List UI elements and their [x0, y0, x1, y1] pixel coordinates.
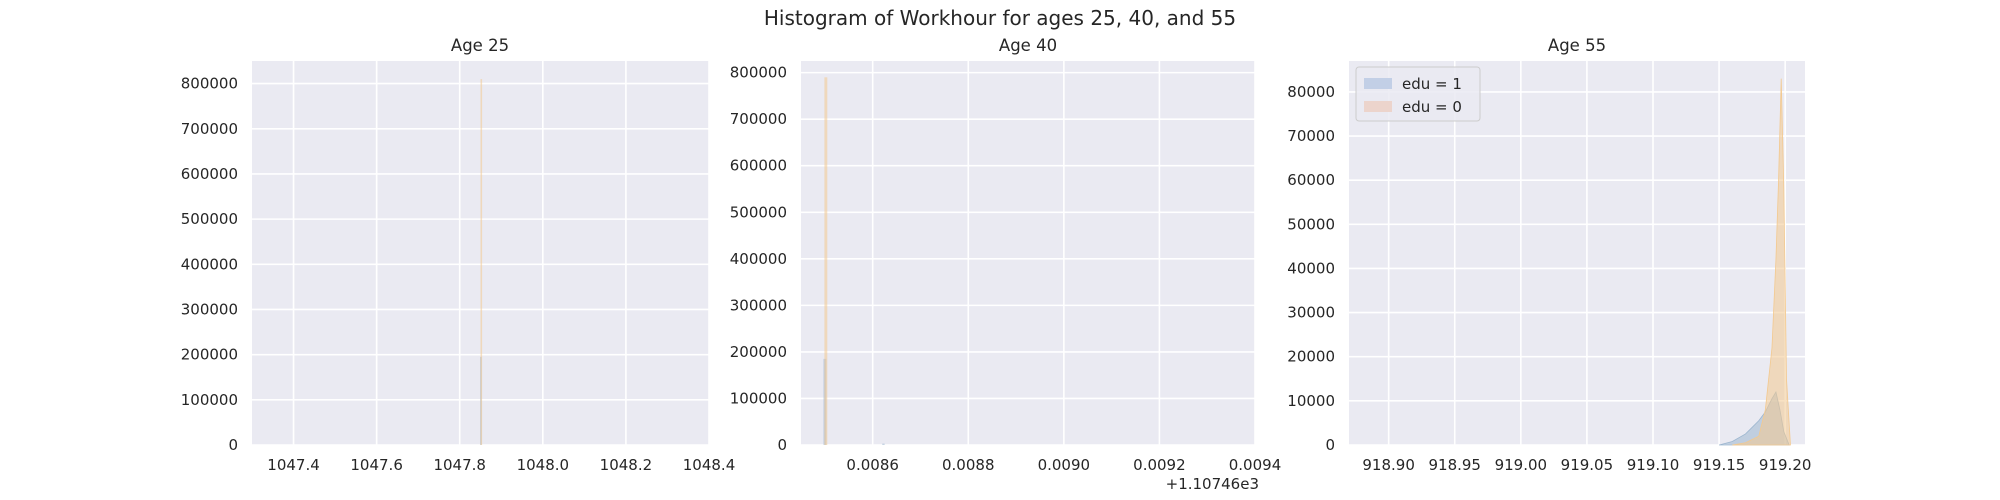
panel-title-age-25: Age 25	[451, 36, 509, 55]
histogram-bars-edu-0	[1732, 78, 1791, 446]
x-tick-label: 1048.2	[600, 456, 653, 474]
legend-swatch-edu-1	[1364, 78, 1392, 89]
y-tick-label: 0	[228, 436, 238, 454]
x-tick-label: 919.15	[1693, 456, 1746, 474]
x-axis: 1047.4 1047.6 1047.8 1048.0 1048.2 1048.4	[267, 456, 735, 474]
y-tick-label: 30000	[1287, 304, 1335, 322]
y-tick-label: 600000	[730, 157, 787, 175]
y-tick-label: 500000	[181, 210, 238, 228]
y-tick-label: 70000	[1287, 127, 1335, 145]
legend-swatch-edu-0	[1364, 101, 1392, 112]
figure-title: Histogram of Workhour for ages 25, 40, a…	[764, 6, 1236, 30]
x-tick-label: 919.05	[1561, 456, 1614, 474]
y-tick-label: 40000	[1287, 259, 1335, 277]
x-tick-label: 1048.4	[683, 456, 736, 474]
y-tick-label: 300000	[730, 296, 787, 314]
y-tick-label: 100000	[730, 389, 787, 407]
y-tick-label: 80000	[1287, 83, 1335, 101]
y-tick-label: 600000	[181, 165, 238, 183]
x-tick-label: 919.20	[1759, 456, 1812, 474]
x-tick-label: 1047.4	[267, 456, 320, 474]
y-tick-label: 10000	[1287, 392, 1335, 410]
panel-age-25: Age 25 1047.4 1047.6 1047.8 1048.0 1048.2 104…	[181, 36, 736, 474]
x-tick-label: 1048.0	[517, 456, 570, 474]
y-axis: 0 10000 20000 30000 40000 50000 60000 70000 8000…	[1287, 83, 1335, 454]
x-tick-label: 0.0090	[1038, 456, 1091, 474]
x-tick-label: 919.10	[1627, 456, 1680, 474]
legend-label-edu-0: edu = 0	[1402, 98, 1462, 116]
legend-label-edu-1: edu = 1	[1402, 75, 1462, 93]
y-tick-label: 800000	[181, 75, 238, 93]
x-tick-label: 0.0088	[942, 456, 995, 474]
panel-grid	[801, 61, 1256, 446]
x-tick-label: 1047.8	[433, 456, 486, 474]
y-tick-label: 20000	[1287, 348, 1335, 366]
y-tick-label: 60000	[1287, 171, 1335, 189]
y-tick-label: 0	[777, 436, 787, 454]
y-tick-label: 0	[1325, 436, 1335, 454]
y-tick-label: 500000	[730, 203, 787, 221]
panel-title-age-40: Age 40	[999, 36, 1057, 55]
panel-grid	[1349, 61, 1805, 446]
y-axis: 0 100000 200000 300000 400000 500000 600000 700…	[730, 64, 787, 454]
panel-age-40: Age 40 0.0086 0.0088 0.0090 0.0092 0.0094 0 1…	[730, 36, 1282, 493]
y-tick-label: 800000	[730, 64, 787, 82]
histogram-bar-edu-0	[824, 77, 828, 446]
y-tick-label: 200000	[730, 343, 787, 361]
panel-bars	[823, 77, 885, 446]
y-tick-label: 50000	[1287, 215, 1335, 233]
y-tick-label: 300000	[181, 300, 238, 318]
plot-area	[1349, 61, 1805, 445]
plot-area	[801, 61, 1255, 445]
panel-title-age-55: Age 55	[1548, 36, 1606, 55]
x-tick-label: 919.00	[1495, 456, 1548, 474]
x-axis: 0.0086 0.0088 0.0090 0.0092 0.0094	[846, 456, 1281, 474]
y-tick-label: 100000	[181, 391, 238, 409]
histogram-bar-edu-1	[882, 443, 885, 445]
x-tick-label: 918.90	[1362, 456, 1415, 474]
y-tick-label: 400000	[181, 255, 238, 273]
y-tick-label: 700000	[730, 110, 787, 128]
panel-bars	[480, 79, 483, 445]
panel-bars	[1718, 78, 1791, 446]
x-tick-label: 0.0092	[1133, 456, 1186, 474]
x-tick-label: 0.0086	[846, 456, 899, 474]
legend: edu = 1 edu = 0	[1355, 66, 1481, 122]
x-tick-label: 1047.6	[350, 456, 403, 474]
y-axis: 0 100000 200000 300000 400000 500000 600000 700…	[181, 75, 238, 454]
x-tick-label: 918.95	[1428, 456, 1481, 474]
y-tick-label: 200000	[181, 346, 238, 364]
y-tick-label: 400000	[730, 250, 787, 268]
y-tick-label: 700000	[181, 120, 238, 138]
x-offset-label: +1.10746e3	[1166, 475, 1259, 493]
panel-age-55: Age 55 918.90 918.95 919.00 919.05 919.10 919…	[1287, 36, 1811, 474]
histogram-bar-edu-0	[480, 79, 483, 445]
x-tick-label: 0.0094	[1229, 456, 1282, 474]
x-axis: 918.90 918.95 919.00 919.05 919.10 919.15 919.…	[1362, 456, 1811, 474]
